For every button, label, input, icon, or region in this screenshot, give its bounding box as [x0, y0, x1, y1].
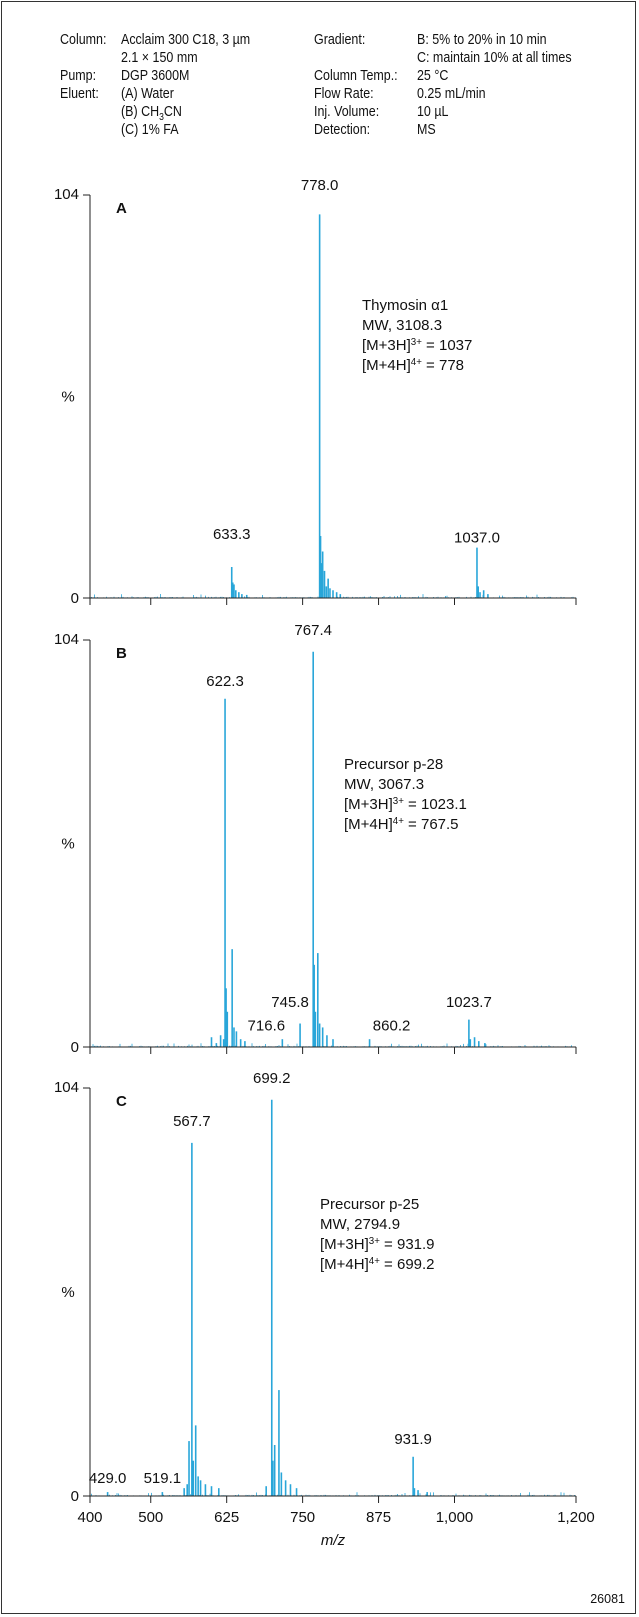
x-tick-label: 400	[77, 1509, 102, 1526]
y-axis-label: %	[61, 389, 74, 406]
y-axis-label: %	[61, 836, 74, 853]
condition-label: Inj. Volume:	[314, 104, 380, 120]
y-tick-label: 0	[71, 1039, 79, 1056]
panel-label: C	[116, 1093, 127, 1110]
y-tick-label: 104	[54, 1079, 79, 1096]
peak-label: 1037.0	[454, 530, 500, 547]
condition-label: Column Temp.:	[314, 68, 398, 84]
condition-value: Acclaim 300 C18, 3 µm	[121, 32, 251, 48]
x-tick-label: 1,200	[557, 1509, 595, 1526]
condition-value: (A) Water	[121, 86, 174, 102]
condition-label: Eluent:	[60, 86, 99, 102]
condition-value: 0.25 mL/min	[417, 86, 486, 102]
compound-annotation: Precursor p-25	[320, 1196, 419, 1213]
condition-value: 10 µL	[417, 104, 449, 120]
peak-label: 1023.7	[446, 994, 492, 1011]
condition-value: 2.1 × 150 mm	[121, 50, 198, 66]
peak-label: 767.4	[294, 622, 332, 639]
compound-annotation: MW, 3067.3	[344, 776, 424, 793]
compound-annotation: Thymosin α1	[362, 297, 448, 314]
condition-label: Column:	[60, 32, 107, 48]
x-tick-label: 1,000	[436, 1509, 474, 1526]
peak-label: 699.2	[253, 1070, 291, 1087]
compound-annotation: MW, 2794.9	[320, 1216, 400, 1233]
condition-label: Detection:	[314, 122, 371, 138]
peak-label: 745.8	[271, 994, 309, 1011]
x-tick-label: 875	[366, 1509, 391, 1526]
panel-label: B	[116, 645, 127, 662]
peak-label: 622.3	[206, 673, 244, 690]
condition-label: Gradient:	[314, 32, 366, 48]
y-tick-label: 0	[71, 1488, 79, 1505]
peak-label: 567.7	[173, 1113, 211, 1130]
figure-id: 26081	[590, 1592, 625, 1606]
peak-label: 716.6	[248, 1017, 286, 1034]
x-axis-label: m/z	[321, 1532, 346, 1549]
condition-value: DGP 3600M	[121, 68, 190, 84]
condition-label: Pump:	[60, 68, 97, 84]
condition-value: 25 °C	[417, 68, 449, 84]
condition-value: C: maintain 10% at all times	[417, 50, 572, 66]
compound-annotation: [M+4H]4+ = 699.2	[320, 1256, 435, 1274]
y-tick-label: 0	[71, 590, 79, 607]
condition-value: B: 5% to 20% in 10 min	[417, 32, 547, 48]
compound-annotation: [M+3H]3+ = 1037	[362, 337, 472, 355]
condition-value: (C) 1% FA	[121, 122, 179, 138]
peak-label: 429.0	[89, 1470, 127, 1487]
compound-annotation: Precursor p-28	[344, 756, 443, 773]
condition-value: MS	[417, 122, 436, 138]
peak-label: 778.0	[301, 177, 339, 194]
x-tick-label: 625	[214, 1509, 239, 1526]
panel-label: A	[116, 200, 127, 217]
peak-label: 860.2	[373, 1017, 411, 1034]
condition-value: (B) CH3CN	[121, 104, 182, 123]
x-tick-label: 750	[290, 1509, 315, 1526]
peak-label: 931.9	[394, 1431, 432, 1448]
x-tick-label: 500	[138, 1509, 163, 1526]
compound-annotation: [M+4H]4+ = 767.5	[344, 816, 459, 834]
compound-annotation: [M+3H]3+ = 931.9	[320, 1236, 435, 1254]
y-tick-label: 104	[54, 186, 79, 203]
compound-annotation: [M+4H]4+ = 778	[362, 357, 464, 375]
compound-annotation: [M+3H]3+ = 1023.1	[344, 796, 467, 814]
peak-label: 519.1	[144, 1470, 182, 1487]
compound-annotation: MW, 3108.3	[362, 317, 442, 334]
peak-label: 633.3	[213, 526, 251, 543]
y-tick-label: 104	[54, 631, 79, 648]
y-axis-label: %	[61, 1284, 74, 1301]
condition-label: Flow Rate:	[314, 86, 374, 102]
